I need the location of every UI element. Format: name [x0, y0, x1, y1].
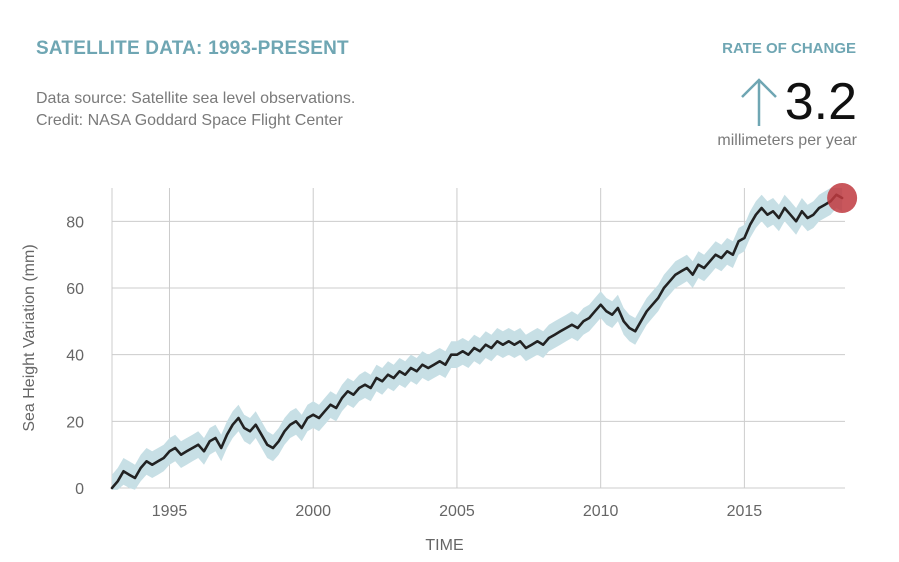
uncertainty-band [112, 188, 843, 490]
x-tick-label: 2015 [727, 503, 763, 520]
y-tick-label: 20 [66, 414, 84, 431]
y-axis-title: Sea Height Variation (mm) [21, 244, 38, 431]
up-arrow-icon [740, 78, 777, 126]
y-tick-label: 40 [66, 348, 84, 365]
current-value-marker [827, 183, 858, 213]
x-axis-title: TIME [425, 537, 463, 554]
x-tick-label: 1995 [152, 503, 188, 520]
data-source: Data source: Satellite sea level observa… [36, 88, 355, 132]
x-tick-label: 2000 [295, 503, 331, 520]
series-line-layer [110, 193, 844, 490]
y-tick-label: 60 [66, 281, 84, 298]
source-line: Data source: Satellite sea level observa… [36, 90, 356, 107]
sea-level-line [110, 193, 844, 490]
x-tick-label: 2005 [439, 503, 475, 520]
x-tick-label: 2010 [583, 503, 619, 520]
rate-of-change-label: RATE OF CHANGE [722, 40, 856, 57]
rate-of-change: 3.2 [739, 74, 857, 130]
chart-axes: 0 20 40 60 80 1995 2000 2005 2010 2015 TIME Sea Hei… [21, 214, 762, 554]
uncertainty-band-layer [112, 188, 843, 490]
rate-value: 3.2 [784, 73, 857, 131]
chart-title: SATELLITE DATA: 1993-PRESENT [36, 38, 349, 59]
y-tick-label: 80 [66, 214, 84, 231]
credit-line: Credit: NASA Goddard Space Flight Center [36, 112, 343, 129]
y-tick-label: 0 [75, 481, 84, 498]
current-marker-layer [827, 183, 858, 213]
rate-unit: millimeters per year [717, 132, 857, 149]
chart-grid [111, 188, 845, 489]
